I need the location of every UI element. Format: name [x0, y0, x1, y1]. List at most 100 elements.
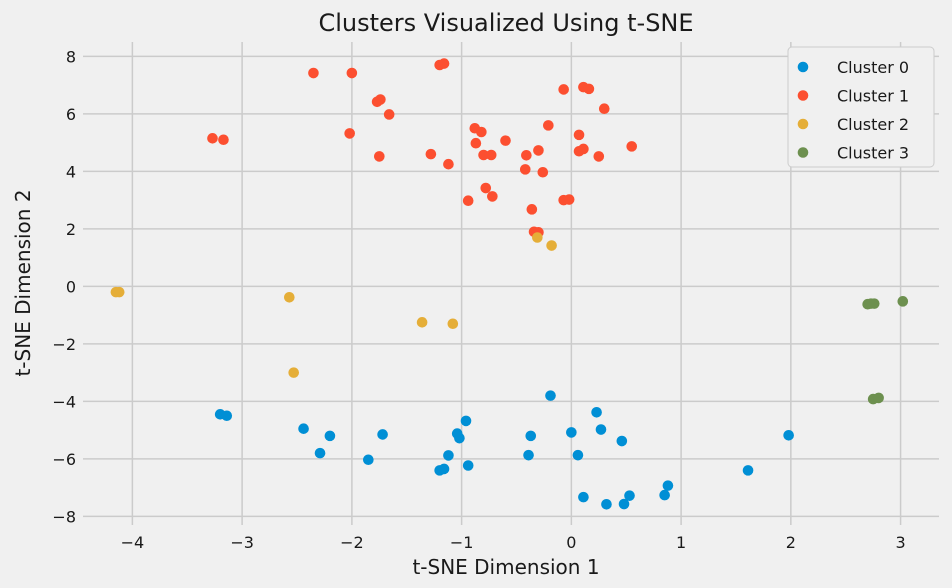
- data-point: [523, 449, 534, 461]
- data-point: [374, 151, 385, 162]
- legend-label: Cluster 2: [837, 115, 909, 134]
- data-points: [110, 58, 909, 510]
- data-point: [533, 145, 544, 156]
- y-tick-label: 2: [66, 220, 76, 239]
- x-tick-label: −4: [121, 533, 145, 552]
- y-tick-label: 6: [66, 105, 76, 124]
- x-axis-title: t-SNE Dimension 1: [412, 555, 599, 579]
- data-point: [591, 407, 602, 418]
- y-tick-label: 8: [66, 47, 76, 66]
- data-point: [563, 194, 575, 205]
- data-point: [377, 429, 388, 440]
- data-point: [443, 158, 454, 170]
- data-point: [546, 240, 557, 251]
- data-point: [601, 499, 612, 510]
- data-point: [526, 204, 538, 215]
- series-cluster-3: [862, 296, 909, 405]
- legend-marker: [797, 118, 809, 130]
- data-point: [298, 423, 309, 434]
- data-point: [578, 491, 589, 503]
- data-point: [288, 367, 300, 378]
- data-point: [626, 141, 638, 152]
- y-tick-label: −6: [52, 450, 76, 469]
- data-point: [478, 149, 489, 161]
- y-tick-label: 0: [66, 277, 76, 296]
- data-point: [324, 430, 336, 442]
- legend-box: [787, 46, 935, 168]
- data-point: [572, 449, 584, 461]
- data-point: [595, 424, 607, 435]
- legend-marker: [797, 90, 809, 101]
- data-point: [616, 435, 628, 447]
- data-point: [346, 67, 358, 79]
- data-point: [425, 148, 437, 160]
- tick-labels: −4 −3 −2 −1 0 1 2 3 −8 −6 −4 −2 0 2 4 6 8: [52, 47, 905, 552]
- data-point: [308, 67, 319, 79]
- data-point: [476, 126, 487, 138]
- data-point: [532, 232, 543, 243]
- data-point: [525, 430, 537, 442]
- data-point: [519, 164, 531, 175]
- x-tick-label: 1: [676, 533, 686, 552]
- data-point: [207, 133, 218, 144]
- data-point: [868, 298, 880, 309]
- y-tick-label: −4: [52, 392, 76, 411]
- legend-label: Cluster 0: [837, 58, 909, 77]
- data-point: [375, 94, 386, 105]
- data-point: [783, 430, 794, 441]
- y-axis-title: t-SNE Dimension 2: [11, 189, 35, 376]
- data-point: [460, 415, 472, 427]
- series-cluster-1: [207, 58, 638, 238]
- data-point: [537, 166, 549, 178]
- data-point: [284, 292, 295, 303]
- data-point: [454, 432, 465, 444]
- data-point: [578, 143, 589, 155]
- data-point: [742, 465, 754, 476]
- data-point: [344, 128, 355, 139]
- series-cluster-0: [214, 390, 794, 510]
- chart-title: Clusters Visualized Using t-SNE: [318, 9, 693, 37]
- data-point: [443, 450, 454, 461]
- data-point: [487, 191, 498, 202]
- data-point: [363, 454, 374, 466]
- data-point: [113, 286, 125, 298]
- data-point: [470, 137, 482, 149]
- data-point: [314, 447, 326, 459]
- legend-marker: [797, 61, 809, 73]
- data-point: [221, 410, 233, 422]
- x-tick-label: 3: [895, 533, 905, 552]
- y-tick-label: −8: [52, 507, 76, 526]
- data-point: [480, 182, 492, 194]
- data-point: [573, 129, 585, 141]
- legend-marker: [797, 147, 809, 158]
- data-point: [521, 149, 532, 161]
- x-tick-label: −1: [450, 533, 474, 552]
- data-point: [566, 427, 577, 438]
- x-tick-label: 2: [786, 533, 796, 552]
- data-point: [383, 109, 395, 120]
- y-tick-label: 4: [66, 162, 76, 181]
- data-point: [583, 83, 595, 95]
- x-tick-label: −2: [340, 533, 364, 552]
- data-point: [462, 460, 474, 471]
- data-point: [416, 317, 428, 328]
- legend: Cluster 0 Cluster 1 Cluster 2 Cluster 3: [787, 46, 935, 168]
- data-point: [543, 120, 554, 131]
- series-cluster-2: [110, 232, 557, 378]
- legend-label: Cluster 3: [837, 144, 909, 163]
- data-point: [662, 480, 674, 491]
- data-point: [897, 296, 909, 307]
- data-point: [218, 134, 229, 146]
- data-point: [438, 58, 450, 69]
- data-point: [624, 490, 635, 501]
- data-point: [618, 498, 630, 510]
- data-point: [545, 390, 556, 401]
- data-point: [598, 103, 610, 114]
- data-point: [593, 151, 605, 162]
- legend-label: Cluster 1: [837, 87, 909, 106]
- data-point: [558, 84, 569, 95]
- x-tick-label: −3: [230, 533, 254, 552]
- data-point: [438, 463, 450, 475]
- data-point: [500, 135, 511, 146]
